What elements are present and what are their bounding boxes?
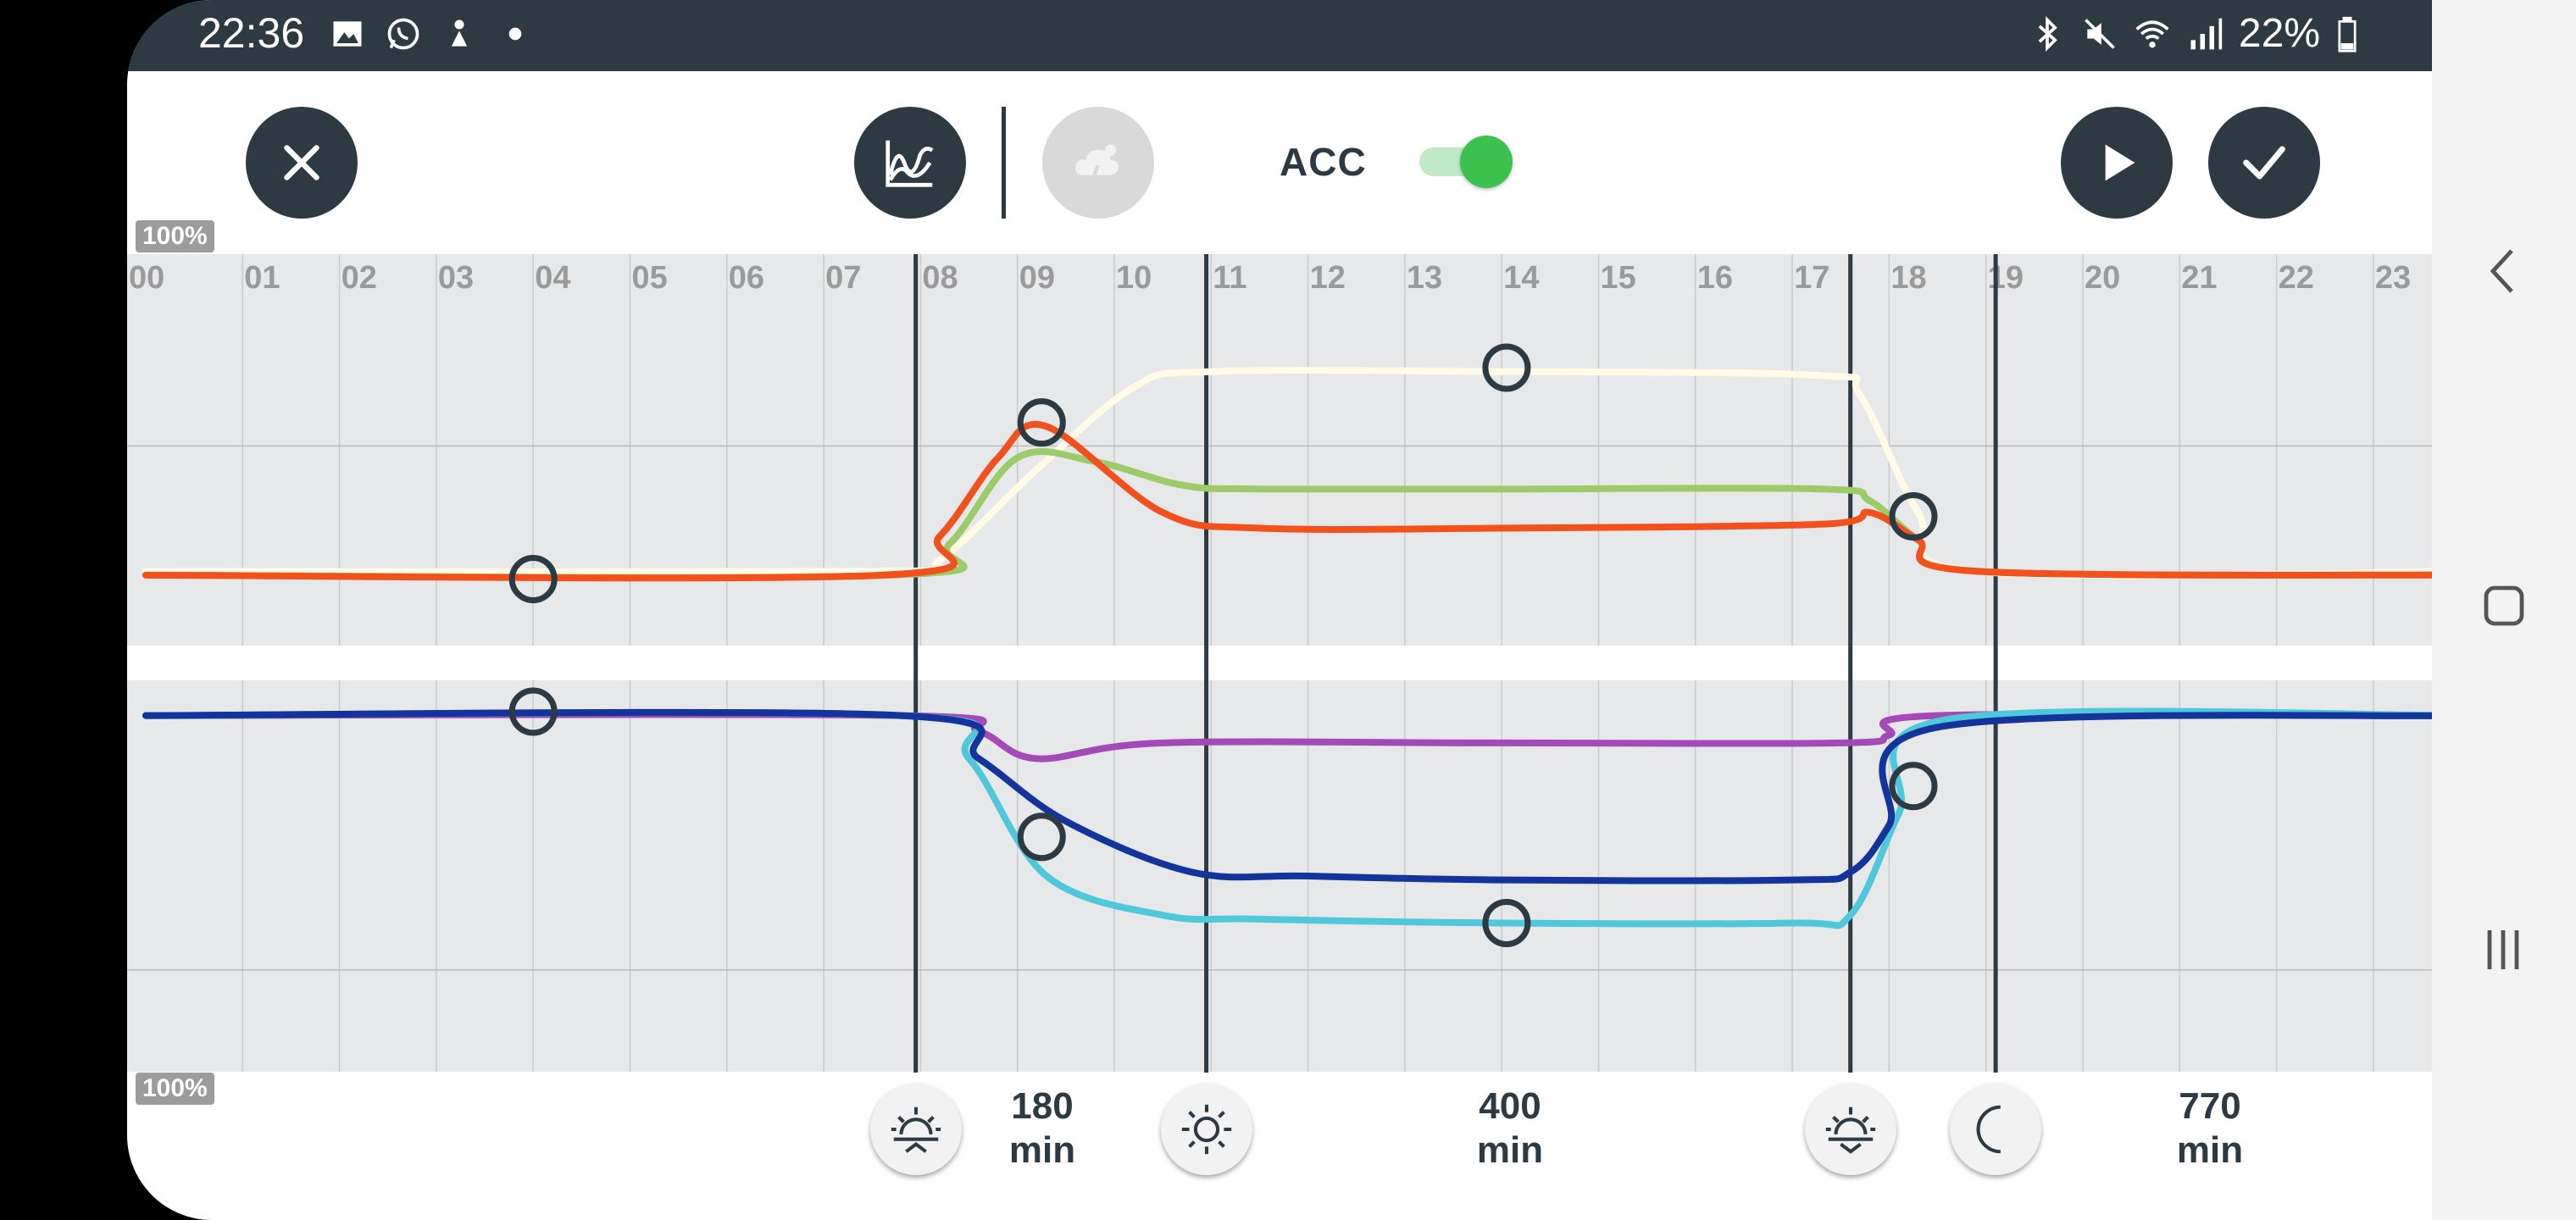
status-bar: 22:36 22%: [127, 0, 2432, 71]
acc-toggle[interactable]: [1419, 136, 1513, 188]
hour-tick-label: 16: [1697, 260, 1733, 296]
check-icon: [2243, 146, 2285, 180]
home-icon[interactable]: [2483, 585, 2525, 627]
hour-tick-label: 15: [1601, 260, 1636, 296]
hour-tick-label: 01: [244, 260, 280, 296]
hour-tick-label: 12: [1310, 260, 1346, 296]
weather-button[interactable]: [1042, 107, 1154, 219]
battery-percent: 22%: [2238, 11, 2320, 56]
acc-label: ACC: [1280, 140, 1367, 184]
hour-tick-label: 18: [1890, 260, 1926, 296]
hour-tick-label: 17: [1794, 260, 1829, 296]
hour-tick-label: 09: [1019, 260, 1055, 296]
upper-panel-bg: [127, 254, 2432, 646]
sunset-phase-button[interactable]: [1804, 1084, 1896, 1175]
hour-tick-label: 10: [1116, 260, 1152, 296]
app-icon: [451, 19, 468, 47]
hour-tick-label: 23: [2375, 260, 2411, 296]
status-left-icons: [329, 15, 534, 53]
night-phase-button[interactable]: [1950, 1084, 2042, 1175]
curve-handle[interactable]: [508, 554, 558, 603]
moon-icon: [1976, 1105, 2001, 1154]
curve-handle[interactable]: [1482, 343, 1531, 392]
night-duration-unit: min: [2176, 1129, 2244, 1171]
day-phase-button[interactable]: [1160, 1084, 1252, 1175]
panel-separator: [127, 646, 2432, 680]
app-screen: 22:36 22% ACC: [127, 0, 2432, 1220]
curves: [142, 367, 2432, 929]
hour-tick-label: 00: [129, 260, 164, 296]
day-duration: 400 min: [1442, 1084, 1578, 1173]
close-button[interactable]: [246, 107, 358, 219]
status-time: 22:36: [198, 9, 305, 57]
chart-icon: [886, 140, 934, 187]
sunrise-duration-unit: min: [1008, 1129, 1076, 1171]
bluetooth-icon: [2038, 15, 2057, 52]
battery-icon: [2338, 16, 2357, 53]
hour-tick-label: 11: [1213, 260, 1246, 296]
sunrise-duration: 180 min: [974, 1084, 1110, 1173]
hour-grid: [127, 254, 2432, 1072]
signal-icon: [2190, 18, 2223, 49]
mute-icon: [2085, 18, 2115, 49]
hour-tick-label: 05: [632, 260, 668, 296]
hour-tick-label: 21: [2181, 260, 2217, 296]
lower-series-line: [142, 708, 2432, 884]
back-icon[interactable]: [2486, 246, 2520, 297]
upper-series-line: [142, 420, 2432, 582]
bottom-percent-badge: 100%: [136, 1073, 214, 1105]
day-duration-unit: min: [1476, 1129, 1544, 1171]
curve-handles[interactable]: [508, 343, 1938, 947]
sun-icon: [1181, 1104, 1231, 1155]
hour-tick-labels: 00 01 02 03 04 05 06 07 08 09 10 11 12 13 14 15 16 17 18 19…: [129, 260, 2411, 296]
hour-tick-label: 03: [438, 260, 474, 296]
recents-icon[interactable]: [2483, 927, 2525, 973]
hour-tick-label: 06: [729, 260, 764, 296]
status-right-icons: 22%: [2029, 10, 2359, 57]
hour-tick-label: 22: [2279, 260, 2314, 296]
curve-handle[interactable]: [1017, 398, 1066, 447]
hour-tick-label: 07: [825, 260, 861, 296]
light-schedule-chart[interactable]: 00 01 02 03 04 05 06 07 08 09 10 11 12 13 14 15 16 17 18 19…: [127, 254, 2432, 1073]
system-nav-bar: [2432, 0, 2576, 1220]
curve-handle[interactable]: [1482, 898, 1531, 947]
toolbar-divider: [1002, 107, 1006, 219]
close-icon: [284, 145, 319, 180]
night-duration: 770 min: [2142, 1084, 2278, 1173]
hour-tick-label: 20: [2085, 260, 2120, 296]
day-duration-value: 400: [1479, 1085, 1541, 1127]
hour-tick-label: 02: [341, 260, 377, 296]
hour-tick-label: 08: [922, 260, 958, 296]
curve-handle[interactable]: [1017, 812, 1066, 862]
sunrise-duration-value: 180: [1011, 1085, 1074, 1127]
gallery-icon: [333, 21, 362, 47]
storm-cloud-icon: [1075, 144, 1119, 191]
curve-handle[interactable]: [1889, 492, 1938, 541]
top-percent-badge: 100%: [136, 220, 214, 252]
hour-tick-label: 13: [1407, 260, 1442, 296]
horizontal-grid: [127, 445, 2432, 971]
curve-handle[interactable]: [1889, 762, 1938, 811]
sunset-icon: [1825, 1106, 1875, 1154]
play-button[interactable]: [2061, 107, 2173, 219]
curve-handle[interactable]: [508, 687, 558, 736]
hour-tick-label: 04: [535, 260, 570, 296]
chart-view-button[interactable]: [854, 107, 966, 219]
wifi-icon: [2135, 19, 2169, 47]
acc-toggle-knob: [1460, 136, 1513, 188]
night-duration-value: 770: [2179, 1085, 2241, 1127]
dot-icon: [508, 27, 522, 41]
whatsapp-icon: [387, 18, 419, 50]
hour-tick-label: 14: [1503, 260, 1539, 296]
confirm-button[interactable]: [2208, 107, 2320, 219]
phase-marker-lines: [913, 254, 1998, 1073]
play-icon: [2105, 144, 2135, 181]
sunrise-icon: [891, 1106, 941, 1153]
hour-tick-label: 19: [1988, 260, 2024, 296]
sunrise-phase-button[interactable]: [869, 1084, 962, 1175]
